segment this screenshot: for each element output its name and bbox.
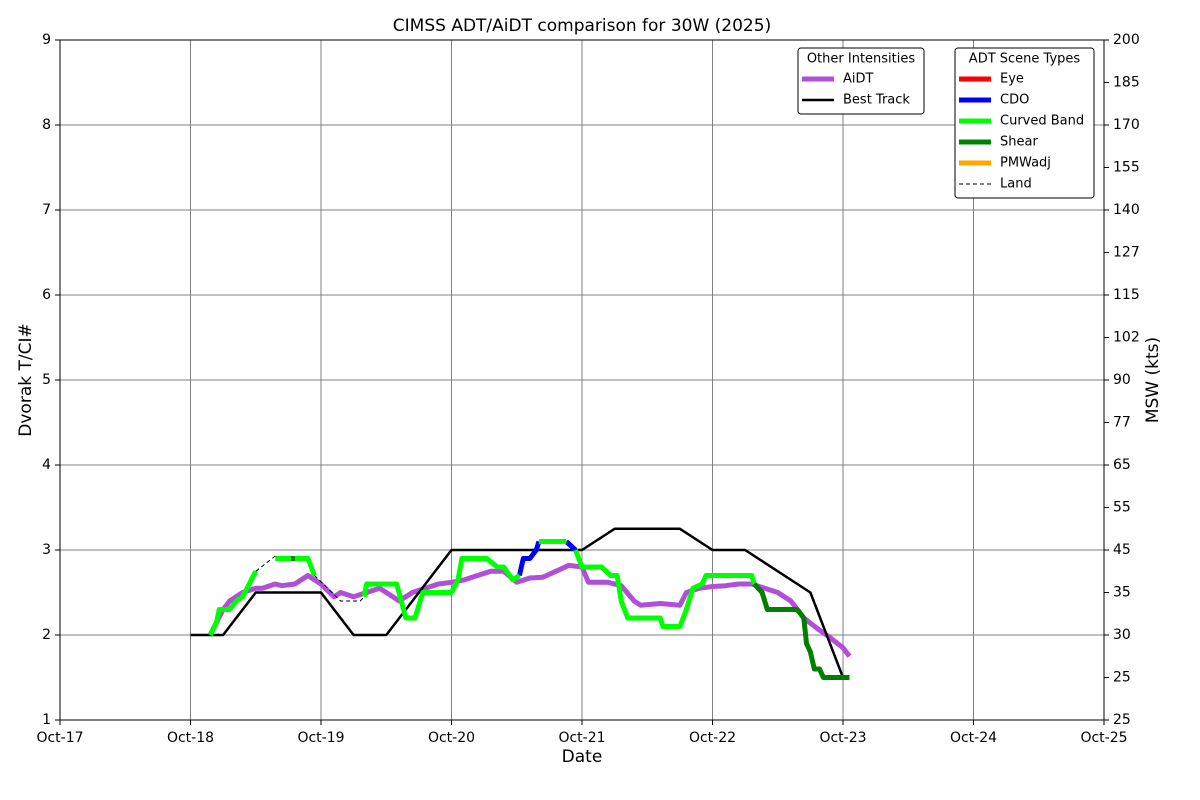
y-tick-label: 5: [42, 372, 51, 388]
legend-label: Eye: [1000, 72, 1024, 87]
x-tick-label: Oct-25: [1080, 730, 1127, 746]
x-tick-label: Oct-20: [428, 730, 475, 746]
y-tick-label: 6: [42, 287, 51, 303]
legend-label: Shear: [1000, 135, 1038, 150]
y2-tick-label: 25: [1113, 670, 1131, 686]
x-tick-label: Oct-19: [297, 730, 344, 746]
y2-tick-label: 25: [1113, 712, 1131, 728]
y2-tick-label: 185: [1113, 75, 1140, 91]
legend-title: Other Intensities: [807, 52, 916, 67]
y2-axis-label: MSW (kts): [1143, 337, 1163, 423]
y-tick-label: 2: [42, 627, 51, 643]
legend-label: Best Track: [843, 93, 910, 108]
plot-frame: [59, 39, 1105, 721]
y2-tick-label: 115: [1113, 287, 1140, 303]
x-tick-label: Oct-23: [819, 730, 866, 746]
y-tick-label: 8: [42, 117, 51, 133]
x-tick-label: Oct-24: [950, 730, 997, 746]
y-tick-label: 7: [42, 202, 51, 218]
y2-tick-label: 90: [1113, 372, 1131, 388]
y2-tick-label: 65: [1113, 457, 1131, 473]
legend-label: Land: [1000, 177, 1032, 192]
y2-tick-label: 102: [1113, 330, 1140, 346]
y2-tick-label: 170: [1113, 117, 1140, 133]
y2-tick-label: 55: [1113, 500, 1131, 516]
series-line: [255, 555, 365, 602]
chart-title: CIMSS ADT/AiDT comparison for 30W (2025): [393, 16, 771, 36]
y-tick-label: 4: [42, 457, 51, 473]
legend-label: Curved Band: [1000, 114, 1084, 129]
legend-box: [797, 47, 925, 115]
legend-label: PMWadj: [1000, 156, 1051, 171]
y-tick-label: 3: [42, 542, 51, 558]
y-tick-label: 9: [42, 32, 51, 48]
series-line: [516, 539, 578, 577]
legend-title: ADT Scene Types: [969, 52, 1081, 67]
y2-tick-label: 200: [1113, 32, 1140, 48]
y2-tick-label: 35: [1113, 585, 1131, 601]
y-axis-label: Dvorak T/CI#: [16, 323, 36, 436]
y2-tick-label: 30: [1113, 627, 1131, 643]
x-tick-label: Oct-21: [558, 730, 605, 746]
legend-label: CDO: [1000, 93, 1029, 108]
legend-label: AiDT: [843, 72, 874, 87]
x-axis-label: Date: [562, 747, 603, 767]
y2-tick-label: 127: [1113, 245, 1140, 261]
x-tick-label: Oct-22: [689, 730, 736, 746]
y-tick-label: 1: [42, 712, 51, 728]
x-tick-label: Oct-17: [36, 730, 83, 746]
y2-tick-label: 45: [1113, 542, 1131, 558]
series-line: [207, 539, 757, 637]
series-line: [291, 556, 850, 680]
y2-tick-label: 155: [1113, 160, 1140, 176]
x-tick-label: Oct-18: [167, 730, 214, 746]
y2-tick-label: 140: [1113, 202, 1140, 218]
series-line: [190, 527, 845, 678]
y2-tick-label: 77: [1113, 415, 1131, 431]
